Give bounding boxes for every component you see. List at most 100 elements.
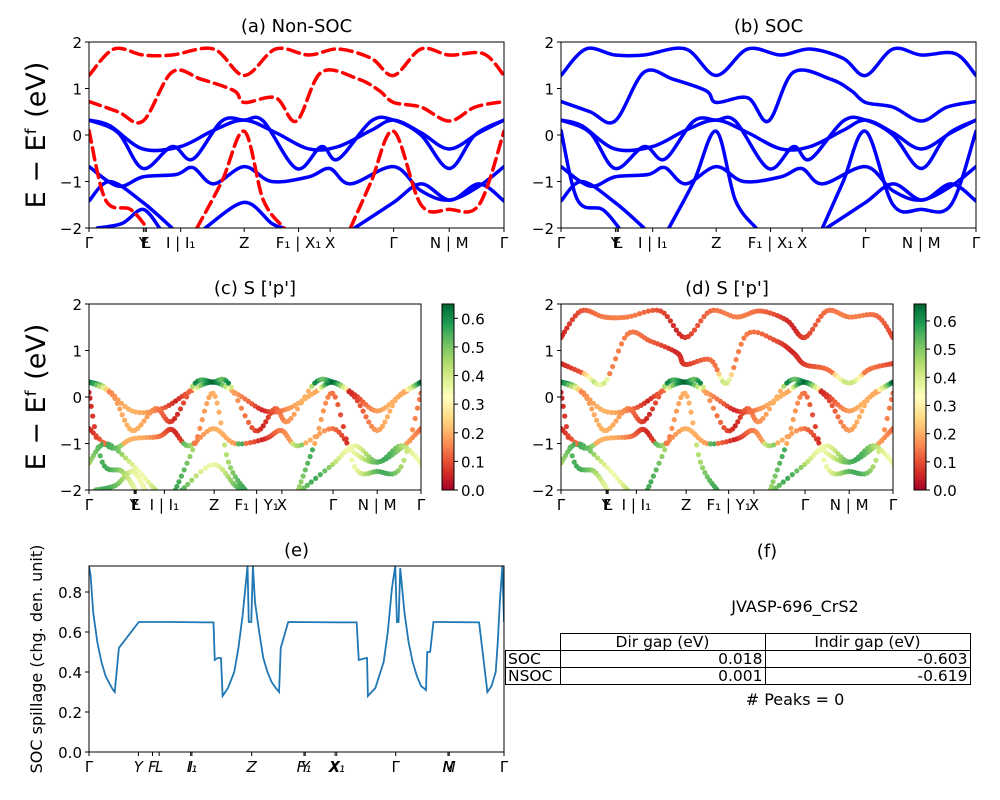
band-point (662, 447, 668, 453)
band-point (807, 330, 813, 336)
band-point (187, 453, 193, 460)
colorbar-tick-label: 0.0 (933, 482, 957, 500)
band-point (867, 468, 873, 474)
x-tick-label: F₁ (297, 758, 312, 776)
band-point (584, 445, 590, 451)
band-point (735, 349, 742, 355)
band-point (288, 415, 294, 422)
band-point (354, 398, 361, 404)
band-point (201, 408, 208, 414)
band-point (225, 380, 232, 386)
band-point (198, 469, 204, 475)
band-point (260, 423, 266, 429)
band-point (142, 475, 149, 482)
band-point (392, 398, 398, 404)
band-point (614, 475, 621, 482)
band-point (707, 397, 713, 404)
band-point (656, 460, 662, 466)
band-solid (561, 164, 976, 202)
band-point (242, 487, 248, 490)
band-point (401, 457, 407, 463)
band-point (135, 425, 141, 431)
band-point (815, 436, 821, 442)
band-point (221, 442, 228, 448)
spillage-line (89, 566, 504, 699)
band-point (309, 383, 315, 389)
x-tick-label: L (614, 234, 623, 252)
band-point (759, 331, 765, 337)
colorbar-tick-label: 0.1 (933, 454, 957, 472)
band-point (854, 419, 860, 425)
band-point (604, 376, 610, 382)
band-point (613, 418, 619, 424)
x-tick-label: F (613, 234, 622, 252)
band-point (763, 333, 769, 339)
x-tick-label: X₁ (328, 758, 345, 776)
x-tick-label: Y (610, 234, 621, 252)
band-point (777, 460, 783, 466)
x-tick-label: Γ (85, 758, 94, 776)
band-point (300, 473, 306, 479)
band-solid (89, 164, 504, 202)
x-tick-label: N | M (358, 496, 397, 514)
band-point (122, 455, 129, 461)
y-axis-label: SOC spillage (chg. den. unit) (27, 545, 46, 774)
plot-area-b (561, 46, 976, 228)
x-tick-label: Y (134, 758, 145, 776)
colorbar-tick-label: 0.4 (933, 369, 957, 387)
band-point (835, 414, 841, 420)
band-point (699, 465, 706, 471)
band-point (788, 425, 794, 431)
band-point (139, 435, 145, 441)
band-point (363, 414, 369, 420)
band-point (779, 453, 785, 460)
x-tick-label: X (277, 496, 287, 514)
band-point (809, 412, 816, 418)
band-point (321, 428, 328, 434)
x-tick-label: I | I₁ (638, 234, 667, 252)
band-point (126, 458, 132, 464)
band-point (220, 431, 226, 437)
band-point (781, 447, 788, 453)
x-tick-label: I (188, 758, 193, 776)
band-point (304, 482, 310, 488)
band-point (650, 307, 656, 313)
band-point (607, 371, 613, 377)
band-point (330, 390, 336, 396)
x-tick-label: F₁ | X₁ (276, 234, 322, 252)
soc-indir-gap: -0.603 (764, 650, 971, 668)
band-point (652, 400, 659, 406)
x-tick-label: N | M (830, 496, 869, 514)
band-point (684, 393, 690, 400)
band-point (418, 379, 421, 385)
band-point (309, 447, 316, 453)
panel-title-d: (d) S ['p'] (685, 278, 769, 299)
band-point (562, 413, 568, 419)
plot-area-e (89, 566, 504, 699)
colorbar-tick-label: 0.5 (933, 341, 957, 359)
x-tick-label: X (325, 234, 335, 252)
band-point (890, 379, 893, 385)
band-point (349, 457, 355, 463)
band-point (313, 475, 319, 481)
colorbar-tick-label: 0.4 (461, 368, 485, 386)
band-point (792, 408, 798, 414)
x-tick-label: F (148, 758, 157, 776)
x-tick-label: Γ (972, 234, 981, 252)
plot-area-d (561, 307, 893, 490)
x-tick-label: Y (129, 496, 140, 514)
band-point (230, 470, 236, 476)
colorbar-tick-label: 0.0 (461, 482, 485, 500)
x-tick-label: N | M (902, 234, 941, 252)
table-row: NSOC 0.001 -0.619 (505, 667, 971, 685)
band-point (138, 422, 144, 428)
panel-title-f: (f) (757, 541, 777, 562)
band-point (811, 432, 817, 438)
band-point (142, 487, 149, 490)
band-point (122, 403, 128, 410)
axes-frame (88, 565, 505, 753)
band-point (760, 415, 766, 422)
band-point (326, 464, 332, 471)
band-point (569, 453, 575, 459)
band-point (307, 437, 313, 443)
